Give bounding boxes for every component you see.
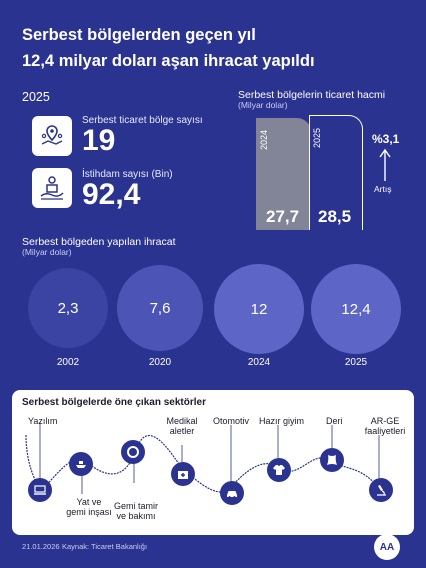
- sector-label-software: Yazılım: [28, 416, 58, 426]
- exports-subtitle: (Milyar dolar): [22, 247, 72, 257]
- volume-bar-year-2024: 2024: [259, 129, 269, 150]
- worker-box-icon: [32, 168, 72, 208]
- medical-kit-icon: [171, 462, 195, 486]
- volume-subtitle: (Milyar dolar): [238, 100, 288, 110]
- export-year-2020: 2020: [148, 357, 172, 368]
- export-value-2020: 7,6: [149, 299, 171, 317]
- volume-bar-2025: [309, 115, 363, 230]
- export-circle-2024: 12: [214, 264, 304, 354]
- ship-icon: [69, 452, 93, 476]
- export-year-2024: 2024: [247, 357, 271, 368]
- laptop-icon: [28, 478, 52, 502]
- footer-source: Kaynak: Ticaret Bakanlığı: [62, 542, 148, 551]
- volume-bar-value-2025: 28,5: [318, 207, 352, 226]
- arrow-up-icon: [379, 148, 391, 181]
- map-location-icon: [32, 116, 72, 156]
- export-circle-2020: 7,6: [117, 265, 203, 351]
- car-icon: [220, 481, 244, 505]
- footer-date: 21.01.2026: [22, 542, 60, 551]
- exports-title: Serbest bölgeden yapılan ihracat: [22, 236, 176, 248]
- sector-label-leather: Deri: [326, 416, 343, 426]
- volume-bar-value-2024: 27,7: [266, 207, 300, 226]
- sector-label-automotive: Otomotiv: [213, 416, 250, 426]
- sector-label-ship-repair: Gemi tamir ve bakımı: [113, 501, 158, 521]
- leather-icon: [320, 448, 344, 472]
- export-value-2024: 12: [250, 300, 268, 318]
- volume-bar-year-2025: 2025: [312, 127, 322, 148]
- volume-change-percent: %3,1: [372, 132, 400, 146]
- aa-logo: AA: [374, 534, 400, 560]
- sector-label-apparel: Hazır giyim: [259, 416, 305, 426]
- stat-value-employment: 92,4: [82, 178, 141, 211]
- title-line-2: 12,4 milyar doları aşan ihracat yapıldı: [22, 52, 315, 70]
- volume-title: Serbest bölgelerin ticaret hacmi: [238, 89, 386, 101]
- lifebuoy-icon: [121, 440, 145, 464]
- stat-label-zones: Serbest ticaret bölge sayısı: [82, 115, 203, 126]
- export-year-2002: 2002: [56, 357, 80, 368]
- sector-label-rnd: AR-GE faaliyetleri: [364, 416, 406, 436]
- stat-value-zones: 19: [82, 124, 116, 157]
- title-line-1: Serbest bölgelerden geçen yıl: [22, 26, 256, 44]
- export-value-2025: 12,4: [341, 300, 371, 318]
- stat-label-employment: İstihdam sayısı (Bin): [82, 169, 173, 180]
- page-title: Serbest bölgelerden geçen yıl 12,4 milya…: [22, 22, 402, 74]
- logo-text: AA: [379, 541, 395, 553]
- volume-change-label: Artış: [374, 184, 392, 194]
- microscope-icon: [369, 478, 393, 502]
- export-value-2002: 2,3: [57, 299, 79, 317]
- shirt-icon: [267, 458, 291, 482]
- sector-label-shipbuilding: Yat ve gemi inşası: [66, 497, 112, 517]
- sector-label-medical: Medikal aletler: [166, 416, 198, 436]
- export-year-2025: 2025: [344, 357, 368, 368]
- export-circle-2025: 12,4: [311, 264, 401, 354]
- sectors-title: Serbest bölgelerde öne çıkan sektörler: [22, 397, 206, 408]
- export-circle-2002: 2,3: [28, 268, 108, 348]
- volume-bar-2024: [256, 118, 311, 230]
- year-label: 2025: [22, 90, 50, 104]
